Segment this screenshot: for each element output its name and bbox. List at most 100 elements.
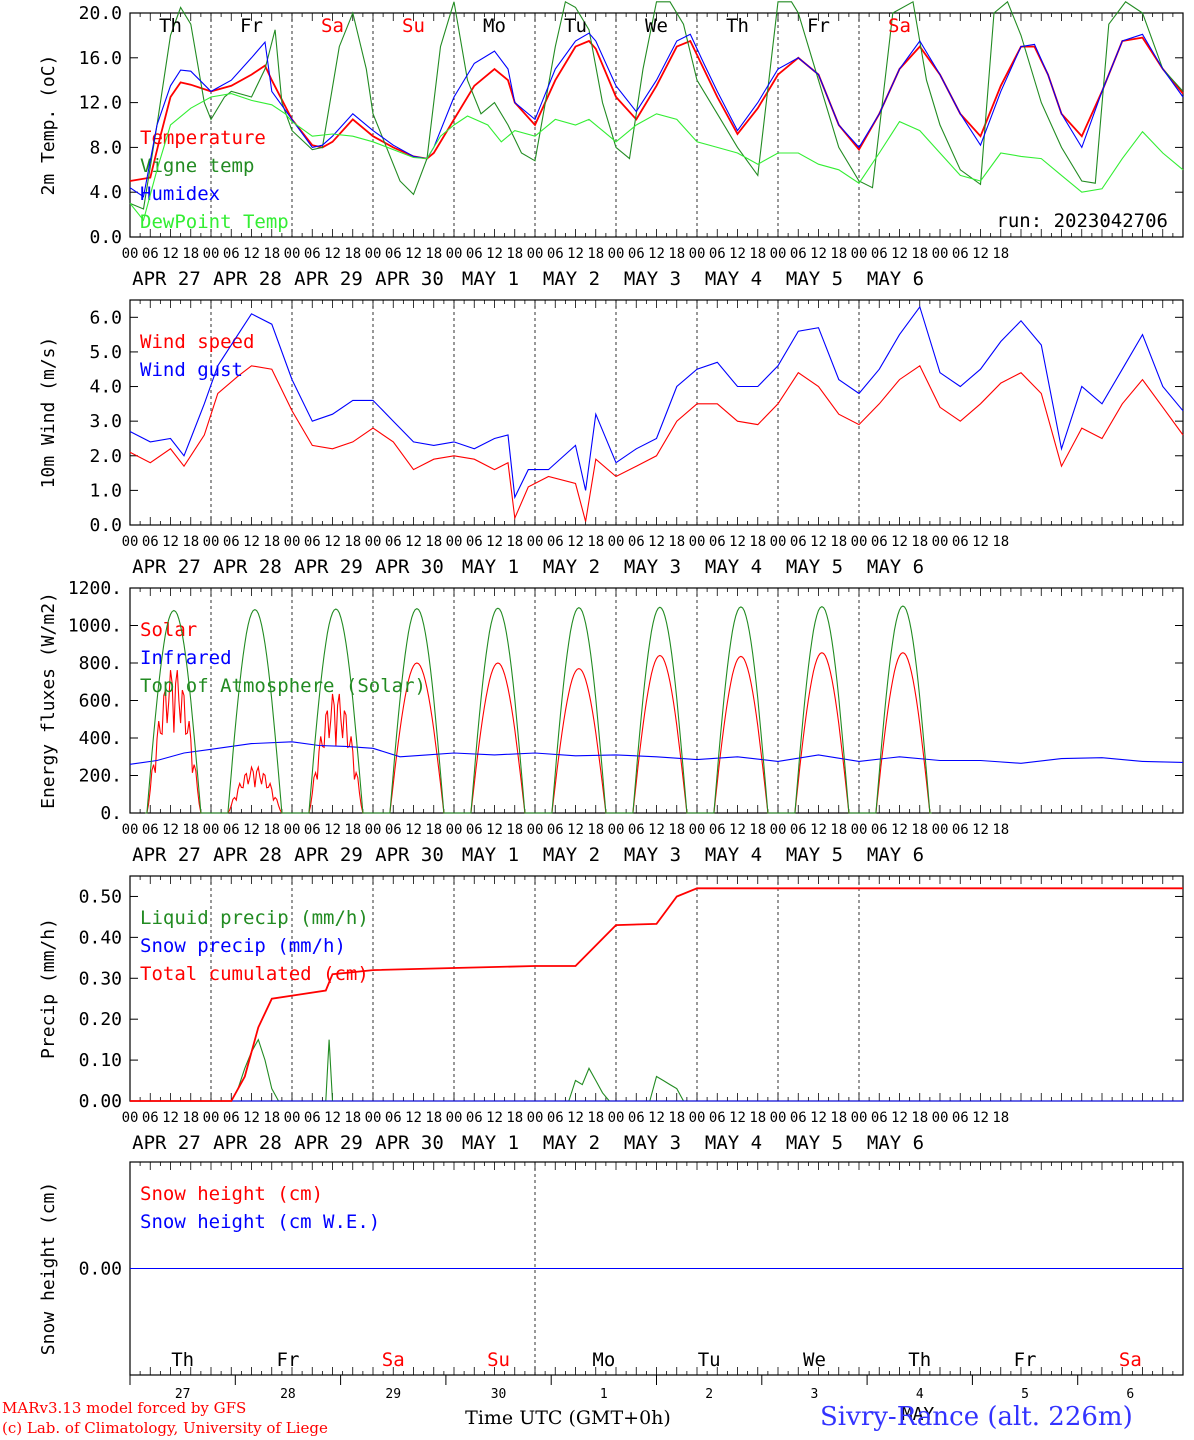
hour-tick-label: 00 <box>932 246 949 262</box>
hour-tick-label: 06 <box>952 1110 969 1126</box>
hour-tick-label: 12 <box>162 1110 179 1126</box>
date-label: MAY 4 <box>705 844 762 866</box>
date-label: APR 29 <box>294 268 363 290</box>
hour-tick-label: 00 <box>365 822 382 838</box>
hour-tick-label: 12 <box>324 822 341 838</box>
hour-tick-label: 12 <box>486 1110 503 1126</box>
y-tick-label: 3.0 <box>89 411 122 432</box>
series-vigne <box>129 0 1184 210</box>
weekday-label-bottom: Fr <box>277 1349 300 1371</box>
y-tick-label: 2.0 <box>89 446 122 467</box>
legend-dewpoint: DewPoint Temp <box>140 211 289 233</box>
hour-tick-label: 06 <box>385 1110 402 1126</box>
hour-tick-label: 12 <box>486 534 503 550</box>
hour-tick-label: 18 <box>911 822 928 838</box>
date-label: APR 30 <box>375 1132 444 1154</box>
hour-tick-label: 12 <box>729 822 746 838</box>
hour-tick-label: 06 <box>871 822 888 838</box>
hour-tick-label: 00 <box>284 1110 301 1126</box>
lab-credit: (c) Lab. of Climatology, University of L… <box>2 1419 328 1437</box>
day-number-label: 28 <box>280 1387 296 1402</box>
hour-tick-label: 00 <box>689 1110 706 1126</box>
day-number-label: 6 <box>1126 1387 1134 1402</box>
hour-tick-label: 18 <box>506 534 523 550</box>
day-number-label: 5 <box>1021 1387 1029 1402</box>
panel-frame-1 <box>129 299 1184 526</box>
legend-toa: Top of Atmosphere (Solar) <box>140 675 426 697</box>
hour-tick-label: 06 <box>709 822 726 838</box>
hour-tick-label: 00 <box>608 1110 625 1126</box>
legend-wind_speed: Wind speed <box>140 331 254 353</box>
hour-tick-label: 06 <box>142 822 159 838</box>
hour-tick-label: 18 <box>344 822 361 838</box>
date-label: MAY 4 <box>705 268 762 290</box>
hour-tick-label: 06 <box>871 534 888 550</box>
hour-tick-label: 18 <box>425 1110 442 1126</box>
hour-tick-label: 12 <box>567 822 584 838</box>
hour-tick-label: 18 <box>263 1110 280 1126</box>
date-label: APR 28 <box>213 556 282 578</box>
weekday-label: Th <box>159 15 182 37</box>
y-tick-label: 5.0 <box>89 342 122 363</box>
hour-tick-label: 06 <box>709 1110 726 1126</box>
hour-tick-label: 12 <box>972 246 989 262</box>
hour-tick-label: 12 <box>324 1110 341 1126</box>
y-axis-label: Precip (mm/h) <box>38 918 59 1059</box>
hour-tick-label: 06 <box>142 1110 159 1126</box>
day-number-label: 1 <box>600 1387 608 1402</box>
weekday-label: Sa <box>888 15 911 37</box>
weekday-label-bottom: Tu <box>698 1349 721 1371</box>
hour-tick-label: 06 <box>142 246 159 262</box>
weekday-label: Th <box>726 15 749 37</box>
legend-wind_gust: Wind gust <box>140 359 243 381</box>
y-tick-label: 0.30 <box>79 968 122 989</box>
hour-tick-label: 00 <box>932 1110 949 1126</box>
weekday-label: We <box>645 15 668 37</box>
hour-tick-label: 18 <box>830 822 847 838</box>
weekday-label: Sa <box>321 15 344 37</box>
y-tick-label: 20.0 <box>79 3 122 24</box>
weekday-label-bottom: Fr <box>1014 1349 1037 1371</box>
hour-tick-label: 12 <box>729 534 746 550</box>
hour-tick-label: 06 <box>466 534 483 550</box>
hour-tick-label: 00 <box>932 822 949 838</box>
hour-tick-label: 18 <box>263 822 280 838</box>
y-tick-label: 0.00 <box>79 1259 122 1280</box>
hour-tick-label: 18 <box>425 822 442 838</box>
series-infrared <box>129 741 1184 765</box>
hour-tick-label: 00 <box>527 822 544 838</box>
hour-tick-label: 18 <box>182 822 199 838</box>
hour-tick-label: 06 <box>466 246 483 262</box>
hour-tick-label: 12 <box>405 1110 422 1126</box>
hour-tick-label: 06 <box>709 534 726 550</box>
hour-tick-label: 18 <box>425 534 442 550</box>
hour-tick-label: 18 <box>749 246 766 262</box>
legend-snow_we: Snow height (cm W.E.) <box>140 1211 380 1233</box>
hour-tick-label: 18 <box>992 246 1009 262</box>
hour-tick-label: 00 <box>284 822 301 838</box>
date-label: MAY 3 <box>624 844 681 866</box>
legend-vigne: Vigne temp <box>140 155 254 177</box>
y-tick-label: 1.0 <box>89 480 122 501</box>
hour-tick-label: 00 <box>851 534 868 550</box>
hour-tick-label: 00 <box>203 822 220 838</box>
hour-tick-label: 06 <box>790 246 807 262</box>
hour-tick-label: 18 <box>911 246 928 262</box>
hour-tick-label: 18 <box>668 246 685 262</box>
hour-tick-label: 18 <box>182 1110 199 1126</box>
hour-tick-label: 00 <box>203 534 220 550</box>
hour-tick-label: 06 <box>304 246 321 262</box>
hour-tick-label: 18 <box>830 1110 847 1126</box>
hour-tick-label: 06 <box>628 822 645 838</box>
hour-tick-label: 12 <box>648 822 665 838</box>
model-credit: MARv3.13 model forced by GFS <box>2 1399 247 1417</box>
weekday-label-bottom: Sa <box>1119 1349 1142 1371</box>
date-label: APR 27 <box>132 844 201 866</box>
hour-tick-label: 12 <box>243 1110 260 1126</box>
hour-tick-label: 00 <box>770 1110 787 1126</box>
hour-tick-label: 00 <box>446 1110 463 1126</box>
date-label: APR 29 <box>294 1132 363 1154</box>
hour-tick-label: 06 <box>547 534 564 550</box>
hour-tick-label: 06 <box>790 534 807 550</box>
hour-tick-label: 06 <box>223 246 240 262</box>
